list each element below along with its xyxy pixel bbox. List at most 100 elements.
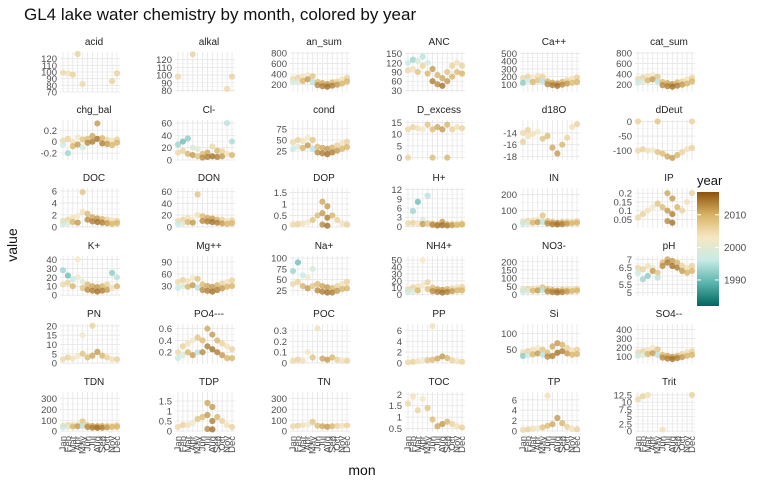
y-tick-label: 400 [271, 70, 287, 81]
data-point [324, 289, 331, 296]
data-point [84, 139, 91, 146]
data-point [69, 138, 76, 145]
facet-panel-dop: DOP 00.511.5 [274, 173, 351, 233]
y-tick-label: -0.2 [41, 149, 57, 160]
y-tick-label: 0.5 [389, 424, 402, 435]
data-point [334, 81, 341, 88]
data-point [568, 123, 576, 131]
data-point [314, 287, 321, 294]
y-tick-label: 50 [506, 282, 517, 293]
data-point [649, 267, 656, 275]
data-point [179, 343, 187, 350]
data-point [559, 288, 566, 296]
data-point [324, 423, 331, 430]
data-point [113, 423, 121, 430]
data-point [564, 220, 571, 227]
data-point [659, 262, 666, 270]
data-point [439, 289, 446, 296]
data-point [104, 286, 111, 293]
data-point [324, 356, 331, 363]
data-point [79, 284, 86, 292]
data-point [74, 219, 81, 226]
data-point [179, 352, 187, 359]
y-tick-label: 10 [391, 130, 402, 141]
x-tick-label: Aug [552, 436, 563, 453]
data-point [639, 351, 647, 359]
data-point [453, 59, 461, 66]
y-tick-label: 60 [161, 270, 172, 281]
data-point [639, 266, 647, 273]
x-tick-label: Jul [662, 436, 673, 448]
data-point [319, 150, 326, 157]
x-tick-label: Jan [288, 436, 299, 451]
x-tick-label: Nov [567, 436, 578, 453]
data-point [174, 423, 182, 431]
data-point [539, 351, 546, 358]
y-tick-label: 0.3 [274, 326, 287, 337]
data-point [74, 141, 81, 148]
data-point [429, 323, 436, 330]
y-tick-label: 75 [276, 124, 287, 135]
x-tick-label: Nov [107, 436, 118, 453]
data-point [174, 349, 182, 356]
data-point [439, 222, 446, 229]
x-tick-label: Feb [63, 436, 74, 452]
data-point [304, 421, 311, 428]
data-point [539, 73, 546, 80]
data-point [419, 53, 426, 60]
data-point [429, 288, 436, 295]
data-point [113, 356, 121, 363]
data-point [539, 78, 546, 85]
y-tick-label: 1.5 [274, 188, 287, 199]
data-point [343, 422, 351, 429]
data-point [174, 355, 182, 362]
data-point [424, 279, 431, 286]
y-tick-label: 0.2 [44, 126, 57, 137]
data-point [189, 51, 196, 58]
facet-panel-si: Si 50 100 [501, 309, 581, 364]
data-point [64, 70, 72, 77]
data-point [324, 83, 331, 90]
data-point [634, 118, 642, 125]
y-tick-label: 200 [501, 72, 517, 83]
data-point [568, 347, 576, 354]
data-point [314, 212, 321, 219]
data-point [329, 82, 336, 89]
data-point [184, 278, 191, 285]
data-point [299, 283, 306, 290]
data-point [424, 121, 431, 128]
y-tick-label: 100 [271, 254, 287, 265]
y-tick-label: 150 [501, 265, 517, 276]
data-point [688, 391, 696, 398]
x-tick-label: Feb [638, 436, 649, 452]
y-tick-label: 0.5 [274, 211, 287, 222]
data-point [59, 69, 67, 76]
data-point [664, 207, 671, 214]
data-point [209, 143, 216, 150]
y-tick-label: 5 [627, 288, 632, 299]
data-point [99, 424, 106, 431]
y-tick-label: 0 [167, 222, 172, 233]
data-point [228, 151, 236, 159]
data-point [184, 150, 191, 157]
data-point [424, 404, 431, 412]
y-tick-label: 90 [161, 258, 172, 269]
data-point [59, 424, 67, 431]
y-tick-label: 0.2 [159, 348, 172, 359]
data-point [424, 220, 431, 227]
data-point [534, 287, 541, 294]
y-tick-label: 200 [616, 343, 632, 354]
x-tick-label: Oct [332, 436, 343, 451]
y-tick-label: 100 [156, 71, 172, 82]
facet-strip-label: PP [432, 309, 446, 320]
data-point [439, 82, 446, 89]
data-point [573, 426, 581, 433]
data-point [674, 259, 681, 266]
facet-strip-label: TN [317, 377, 330, 388]
y-tick-label: 6 [52, 186, 57, 197]
y-tick-label: 4 [52, 198, 57, 209]
data-point [338, 357, 346, 364]
data-point [223, 283, 231, 290]
data-point [414, 198, 421, 205]
x-tick-label: Nov [337, 436, 348, 453]
